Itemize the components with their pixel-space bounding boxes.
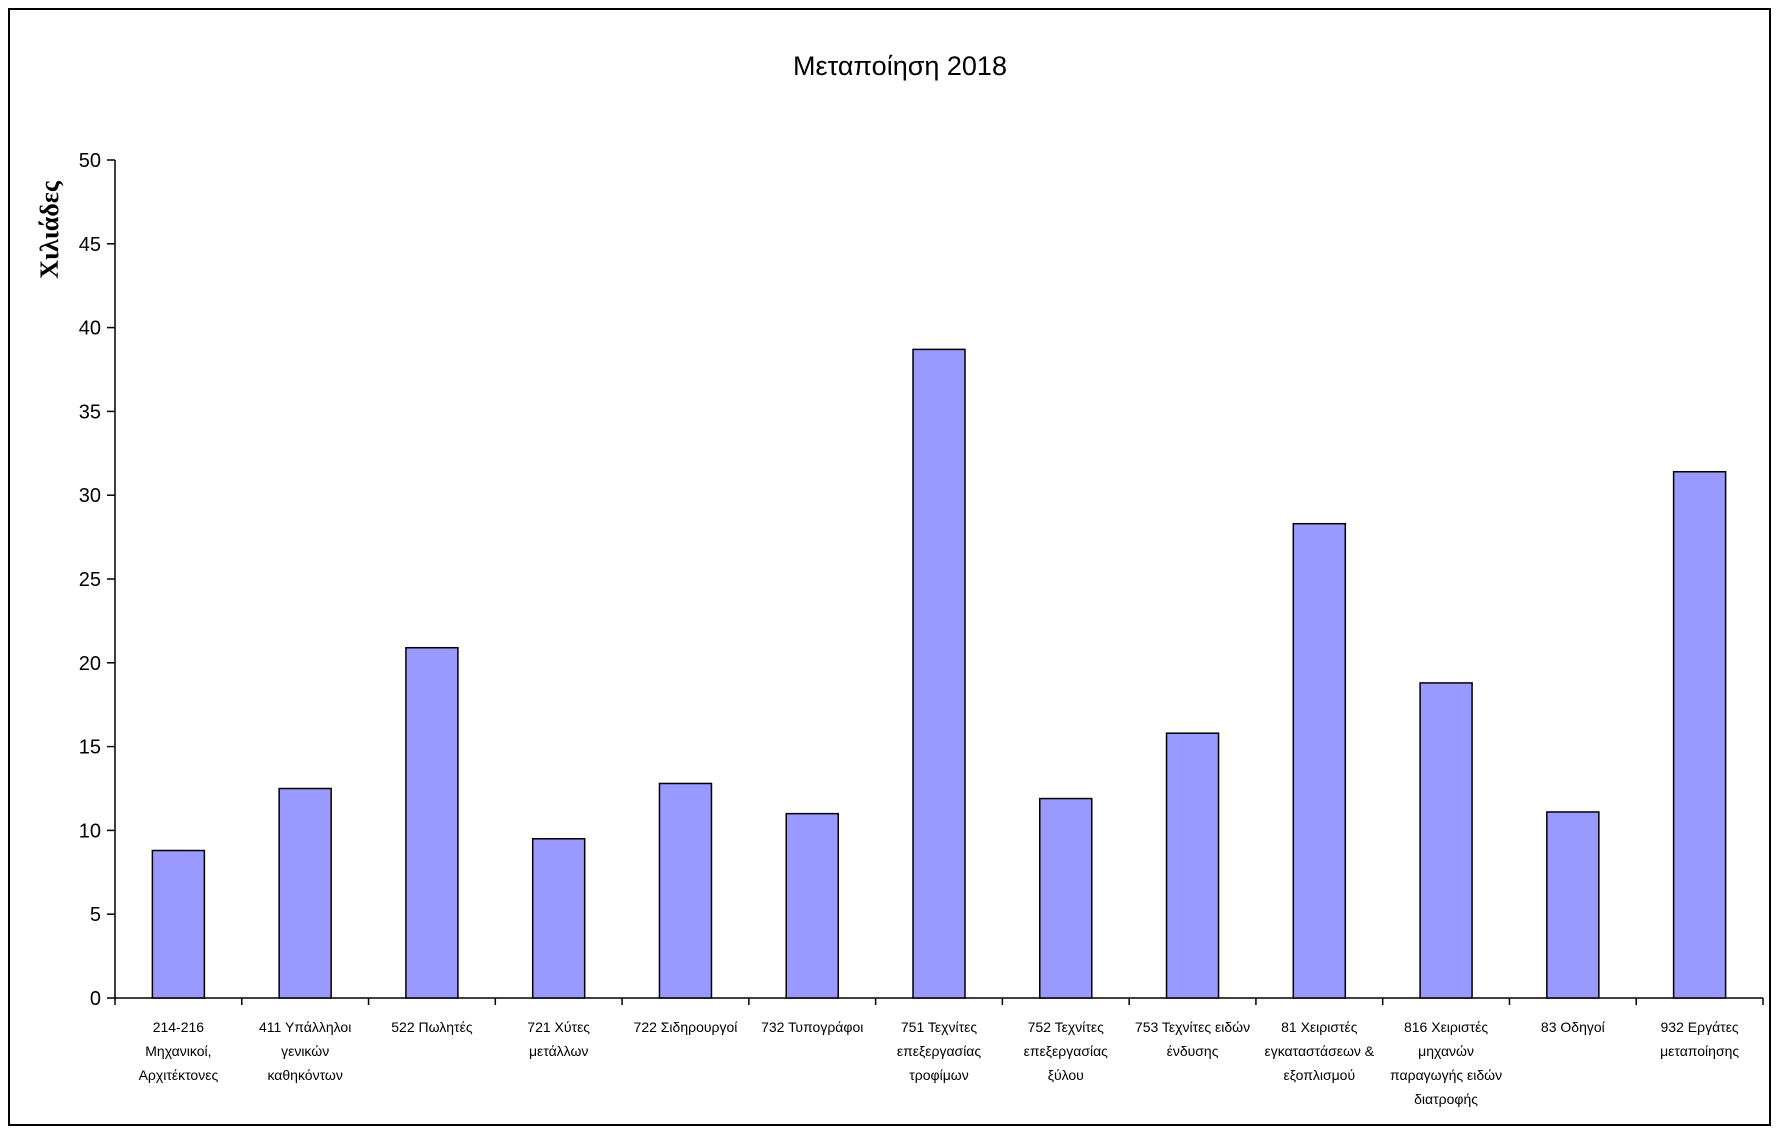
y-tick-label: 5 — [90, 904, 101, 926]
x-tick-label-line: μεταποίησης — [1660, 1043, 1739, 1059]
x-tick-label: 83 Οδηγοί — [1541, 1019, 1605, 1035]
y-tick-label: 40 — [79, 318, 101, 340]
x-tick-label-line: επεξεργασίας — [897, 1043, 982, 1059]
bar — [1039, 797, 1093, 999]
x-tick-label-line: 83 Οδηγοί — [1541, 1019, 1605, 1035]
chart-title: Μεταποίηση 2018 — [793, 51, 1007, 81]
bar — [278, 787, 332, 999]
y-tick-label: 30 — [79, 485, 101, 507]
x-tick-label-line: μετάλλων — [529, 1043, 588, 1059]
x-tick-label-line: ξύλου — [1048, 1067, 1084, 1083]
y-tick-label: 25 — [79, 569, 101, 591]
x-tick-label: 751 Τεχνίτες επεξεργασίας τροφίμων — [897, 1019, 982, 1083]
x-tick-label: 214-216 Μηχανικοί, Αρχιτέκτονες — [139, 1019, 219, 1083]
x-tick-label: 932 Εργάτες μεταποίησης — [1660, 1019, 1739, 1059]
x-tick-label: 721 Χύτες μετάλλων — [527, 1019, 590, 1059]
x-tick-label-line: 522 Πωλητές — [391, 1019, 473, 1035]
x-tick-label: 411 Υπάλληλοι γενικών καθηκόντων — [259, 1019, 351, 1083]
x-tick-label: 522 Πωλητές — [391, 1019, 473, 1035]
x-tick-label-line: 214-216 — [153, 1019, 205, 1035]
x-tick-label-line: εξοπλισμού — [1283, 1067, 1355, 1083]
y-tick-label: 35 — [79, 401, 101, 423]
x-tick-label-line: τροφίμων — [909, 1067, 968, 1083]
x-tick-label-line: 816 Χειριστές — [1404, 1019, 1488, 1035]
x-tick-label-line: καθηκόντων — [267, 1067, 342, 1083]
x-tick-label-line: επεξεργασίας — [1024, 1043, 1109, 1059]
x-tick-label-line: 411 Υπάλληλοι — [259, 1019, 351, 1035]
x-tick-label-line: Αρχιτέκτονες — [139, 1067, 219, 1083]
bar — [405, 646, 459, 999]
x-tick-label: 752 Τεχνίτες επεξεργασίας ξύλου — [1024, 1019, 1109, 1083]
bar — [1419, 682, 1473, 999]
x-tick-label: 732 Τυπογράφοι — [761, 1019, 863, 1035]
x-tick-label: 816 Χειριστές μηχανών παραγωγής ειδών διατρ… — [1390, 1019, 1502, 1107]
x-tick-label-line: 81 Χειριστές — [1281, 1019, 1358, 1035]
x-tick-label-line: 751 Τεχνίτες — [901, 1019, 977, 1035]
x-tick-label: 753 Τεχνίτες ειδών ένδυσης — [1135, 1019, 1250, 1059]
y-tick-label: 20 — [79, 653, 101, 675]
bar — [785, 812, 839, 999]
bar — [531, 838, 586, 999]
x-tick-label-line: 721 Χύτες — [527, 1019, 590, 1035]
x-tick-label-line: γενικών — [281, 1043, 329, 1059]
x-tick-label-line: 722 Σιδηρουργοί — [634, 1019, 738, 1035]
x-tick-label-line: μηχανών — [1418, 1043, 1474, 1059]
y-tick-label: 50 — [79, 150, 101, 172]
x-tick-label: 722 Σιδηρουργοί — [634, 1019, 738, 1035]
x-tick-label: 81 Χειριστές εγκαταστάσεων & εξοπλισμού — [1264, 1019, 1374, 1083]
x-tick-label-line: παραγωγής ειδών — [1390, 1067, 1502, 1083]
y-tick-label: 0 — [90, 988, 101, 1010]
x-tick-label-line: διατροφής — [1414, 1091, 1478, 1107]
x-tick-label-line: Μηχανικοί, — [145, 1043, 211, 1059]
y-tick-label: 45 — [79, 234, 101, 256]
x-tick-label-line: ένδυσης — [1167, 1043, 1219, 1059]
x-tick-label-line: εγκαταστάσεων & — [1264, 1043, 1374, 1059]
bar — [912, 348, 966, 999]
x-tick-label-line: 932 Εργάτες — [1661, 1019, 1739, 1035]
x-tick-label-line: 732 Τυπογράφοι — [761, 1019, 863, 1035]
y-tick-label: 15 — [79, 737, 101, 759]
bar — [151, 849, 206, 999]
y-axis-label: Χιλιάδες — [35, 180, 64, 279]
bar — [1165, 732, 1220, 999]
bar — [1292, 522, 1347, 999]
bar — [1546, 811, 1600, 999]
bar — [1672, 470, 1727, 999]
bar — [658, 782, 713, 999]
x-tick-label-line: 753 Τεχνίτες ειδών — [1135, 1019, 1250, 1035]
x-tick-label-line: 752 Τεχνίτες — [1028, 1019, 1104, 1035]
y-tick-label: 10 — [79, 820, 101, 842]
